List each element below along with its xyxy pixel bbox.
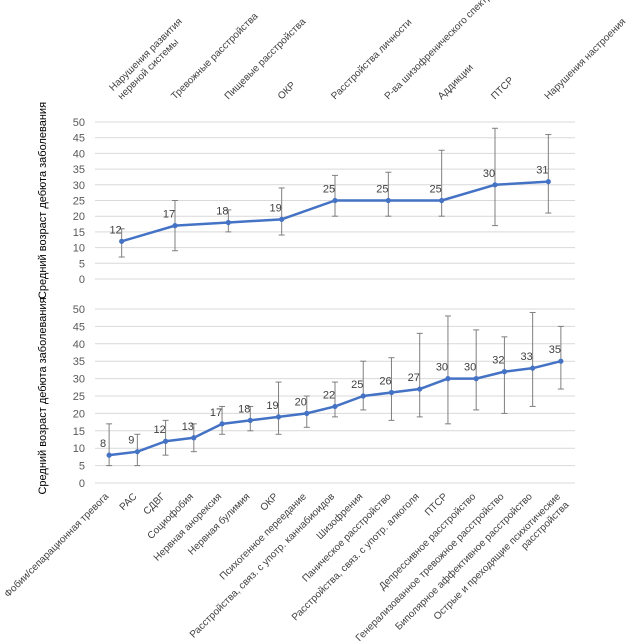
- data-label: 12: [153, 424, 165, 436]
- data-label: 30: [436, 362, 448, 374]
- data-label: 17: [210, 407, 222, 419]
- data-point: [119, 238, 125, 244]
- data-point: [501, 369, 508, 375]
- y-tick-label: 0: [79, 478, 85, 490]
- data-point: [545, 179, 551, 185]
- category-label-line: Р-ва шизофренического спектра: [382, 0, 498, 102]
- data-point: [558, 358, 564, 364]
- data-label: 17: [163, 209, 175, 221]
- data-label: 19: [266, 400, 278, 412]
- y-tick-label: 35: [73, 356, 85, 368]
- category-label: ОКР: [259, 491, 281, 513]
- y-tick-label: 50: [73, 117, 85, 129]
- category-label-line: ОКР: [259, 491, 281, 513]
- y-tick-label: 20: [73, 211, 85, 223]
- data-label: 22: [323, 389, 335, 401]
- data-point: [106, 452, 112, 458]
- data-label: 18: [216, 205, 228, 217]
- data-point: [439, 197, 445, 204]
- data-label: 33: [521, 351, 533, 363]
- data-label: 26: [379, 376, 391, 388]
- data-point: [191, 435, 197, 441]
- y-tick-label: 10: [73, 443, 85, 455]
- data-point: [332, 403, 338, 410]
- y-tick-label: 5: [79, 258, 85, 270]
- category-label-line: Фобии/сепарационная тревога: [2, 490, 112, 600]
- data-point: [388, 389, 395, 396]
- data-label: 25: [430, 184, 442, 196]
- category-label-line: Нарушения настроения: [543, 17, 629, 103]
- data-point: [134, 449, 140, 455]
- category-label: СДВГ: [142, 491, 168, 517]
- data-point: [530, 365, 536, 371]
- data-point: [360, 393, 366, 399]
- category-label-line: Нарушения развития: [108, 16, 185, 93]
- data-point: [219, 421, 225, 427]
- y-tick-label: 15: [73, 426, 85, 438]
- y-tick-label: 25: [73, 196, 85, 208]
- data-point: [332, 197, 338, 204]
- data-point: [225, 219, 231, 226]
- data-label: 18: [238, 403, 250, 415]
- y-tick-label: 30: [73, 180, 85, 192]
- category-label: Фобии/сепарационная тревога: [2, 490, 112, 600]
- data-label: 25: [323, 184, 335, 196]
- y-tick-label: 40: [73, 339, 85, 351]
- data-label: 13: [182, 421, 194, 433]
- data-label: 30: [483, 168, 495, 180]
- category-label-line: СДВГ: [142, 491, 168, 517]
- data-point: [492, 182, 498, 188]
- y-tick-label: 45: [73, 321, 85, 333]
- category-label-line: РАС: [118, 491, 140, 513]
- data-point: [445, 376, 451, 382]
- y-tick-label: 5: [79, 461, 85, 473]
- data-label: 35: [549, 344, 561, 356]
- data-label: 31: [536, 165, 548, 177]
- category-label: ОКР: [276, 80, 298, 102]
- data-label: 9: [128, 435, 134, 447]
- data-label: 25: [376, 184, 388, 196]
- data-point: [385, 197, 391, 204]
- data-label: 20: [295, 396, 307, 408]
- y-tick-label: 25: [73, 391, 85, 403]
- data-point: [275, 414, 282, 420]
- data-point: [172, 223, 178, 229]
- y-axis-title: Средний возраст дебюта заболевания: [37, 102, 49, 299]
- category-label-line: ОКР: [276, 80, 298, 102]
- category-label-line: Аддикции: [436, 62, 476, 102]
- category-label: ПТСР: [489, 75, 516, 102]
- category-label: Р-ва шизофренического спектра: [382, 0, 498, 102]
- y-tick-label: 40: [73, 148, 85, 160]
- y-tick-label: 50: [73, 304, 85, 316]
- y-tick-label: 20: [73, 408, 85, 420]
- data-point: [162, 438, 169, 444]
- data-label: 12: [110, 224, 122, 236]
- category-label: РАС: [118, 491, 140, 513]
- data-label: 27: [408, 372, 420, 384]
- data-label: 30: [464, 362, 476, 374]
- y-tick-label: 45: [73, 133, 85, 145]
- data-label: 8: [100, 438, 106, 450]
- y-tick-label: 30: [73, 374, 85, 386]
- category-label-line: ПТСР: [489, 75, 516, 102]
- chart-panel-2: 0 5 10 15 20 25 30 35 40 45 50 Средний возраст дебю…: [2, 297, 575, 641]
- y-tick-label: 35: [73, 164, 85, 176]
- y-tick-label: 10: [73, 243, 85, 255]
- data-label: 19: [270, 202, 282, 214]
- data-point: [279, 216, 285, 222]
- data-point: [247, 417, 253, 423]
- data-point: [417, 386, 423, 392]
- y-tick-label: 0: [79, 274, 85, 286]
- y-tick-label: 15: [73, 227, 85, 239]
- data-label: 32: [492, 355, 504, 367]
- data-point: [473, 376, 479, 382]
- data-label: 25: [351, 379, 363, 391]
- category-label: Аддикции: [436, 62, 476, 102]
- data-point: [304, 410, 310, 416]
- y-axis-title: Средний возраст дебюта заболевания: [37, 297, 49, 494]
- category-label: Нарушения настроения: [543, 17, 629, 103]
- chart-panel-1: 0 5 10 15 20 25 30 35 40 45 50 Средний возраст дебю…: [37, 0, 628, 299]
